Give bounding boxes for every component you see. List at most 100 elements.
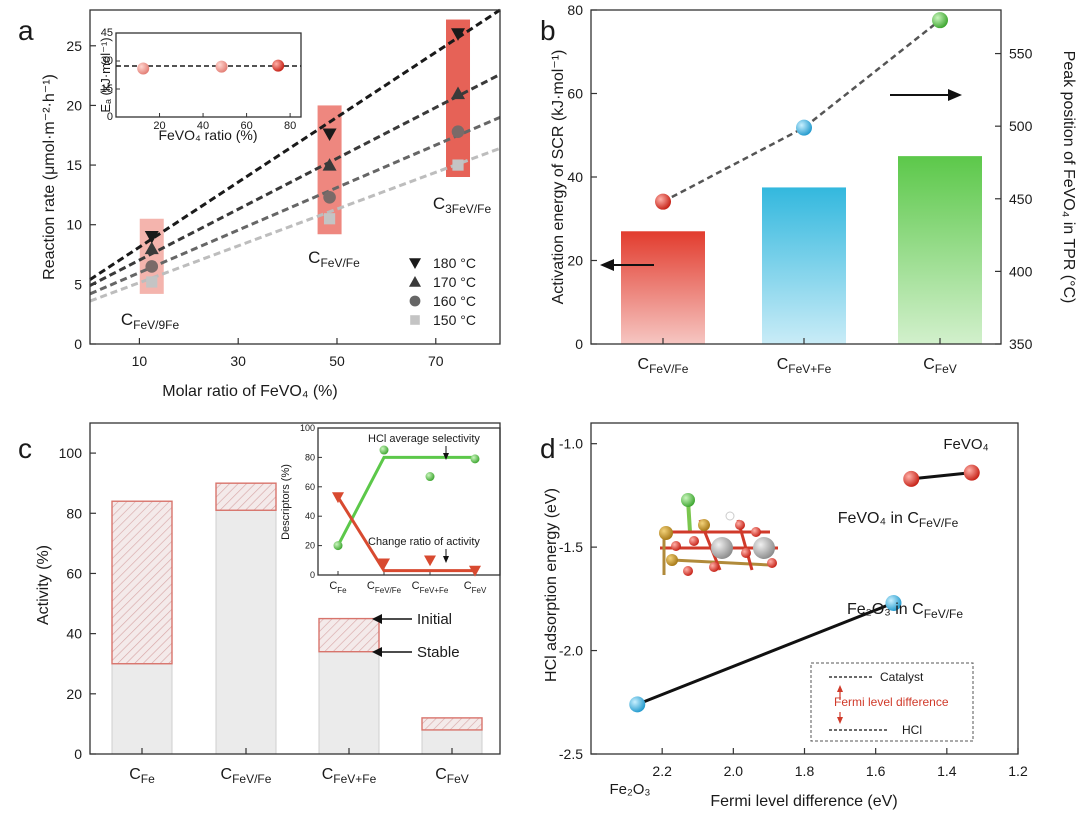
- panel-c-inset-selectivity-point: [425, 472, 435, 482]
- molecule-structure-image: [659, 493, 778, 576]
- panel-a-y-tick-label: 25: [66, 38, 82, 54]
- panel-a-legend-marker: [410, 315, 420, 325]
- panel-c-stable-bar: [318, 651, 380, 755]
- panel-a-inset: 0 15 30 45 20 40 60 80 FeVO₄ ratio (%) Eₐ (kJ·m…: [98, 27, 302, 143]
- panel-b-tpr-line: [662, 19, 941, 203]
- panel-d-x-tick-label: 1.2: [1008, 763, 1028, 779]
- panel-a-x-tick-label: 50: [329, 353, 345, 369]
- panel-a-data-point: [322, 128, 337, 142]
- panel-c-inset-change-label: Change ratio of activity: [368, 536, 480, 548]
- panel-d-label-fe2o3-in: Fe₂O₃ in CFeV/Fe: [847, 601, 963, 621]
- panel-b-y2-tick-label: 500: [1009, 118, 1033, 134]
- panel-d-fevo4-line: [911, 471, 972, 481]
- panel-b-y2-tick-label: 550: [1009, 46, 1033, 62]
- panel-a-inset-x-tick-label: 40: [197, 120, 209, 132]
- panel-a-inset-point: [272, 59, 285, 72]
- panel-b-bar: [621, 231, 705, 344]
- panel-a-x-tick-label: 70: [428, 353, 444, 369]
- panel-d-chart: -2.5 -2.0 -1.5 -1.0 2.2 2.0 1.8 1.6 1.4 1.2 Ferm…: [543, 422, 1028, 810]
- panel-d-fe2o3-line: [636, 601, 895, 706]
- panel-d-y-tick-label: -1.0: [559, 436, 583, 452]
- panel-d-data-point: [885, 594, 902, 611]
- panel-c-y-tick-label: 0: [74, 746, 82, 762]
- panel-c-stable-bar: [111, 663, 173, 755]
- panel-b-chart: 0 20 40 60 80 350 400 450 500 550 CFeV/Fe CFeV+Fe…: [550, 2, 1077, 376]
- panel-c-plot-frame: [89, 422, 501, 755]
- panel-d-y-tick-label: -2.0: [559, 643, 583, 659]
- panel-a-inset-y-tick-label: 45: [101, 27, 113, 39]
- panel-d-label-fevo4: FeVO₄: [943, 436, 988, 453]
- panel-a-inset-y-tick-label: 30: [101, 55, 113, 67]
- panel-c-inset-frame: [317, 427, 501, 576]
- panel-a-data-point: [452, 159, 464, 171]
- panel-c-stable-bar: [215, 509, 277, 755]
- panel-letter-b: b: [540, 15, 556, 46]
- panel-c-initial-bar: [215, 482, 277, 511]
- panel-a-y-tick-label: 20: [66, 97, 82, 113]
- panel-a-data-point: [144, 241, 159, 255]
- panel-a-y-tick-label: 15: [66, 157, 82, 173]
- panel-a-sample-label: CFeV/Fe: [308, 248, 360, 270]
- panel-c-initial-label: Initial: [417, 611, 452, 628]
- panel-a-legend-marker: [409, 258, 421, 269]
- panel-b-y-axis-label: Activation energy of SCR (kJ·mol⁻¹): [550, 50, 567, 305]
- panel-a-x-tick-label: 10: [132, 353, 148, 369]
- panel-a-sample-label: CFeV/9Fe: [121, 310, 180, 332]
- panel-b-y2-tick-label: 450: [1009, 191, 1033, 207]
- panel-b-y2-axis-label: Peak position of FeVO₄ in TPR (°C): [1060, 51, 1077, 304]
- panel-c-stable-annotation: Stable: [372, 644, 460, 661]
- panel-d-legend-hcl: HCl: [902, 723, 922, 737]
- panel-c-inset-x-tick-label: CFeV: [464, 580, 487, 595]
- panel-d-x-tick-label: 1.8: [795, 763, 815, 779]
- panel-a-legend-label: 170 °C: [433, 274, 476, 290]
- panel-a-data-point: [323, 190, 336, 204]
- panel-c-inset: 0 20 40 60 80 100 CFe CFeV/Fe CFeV+Fe CFeV Descri…: [280, 423, 501, 595]
- panel-d-label-fevo4-in: FeVO₄ in CFeV/Fe: [838, 510, 959, 530]
- panel-c-x-tick-label: CFeV/Fe: [221, 766, 272, 786]
- panel-a-legend-label: 180 °C: [433, 255, 476, 271]
- panel-c-y-tick-label: 100: [59, 445, 83, 461]
- panel-a-data-point: [322, 158, 337, 171]
- panel-d-legend: Catalyst Fermi level difference HCl: [810, 662, 974, 742]
- panel-b-arrow-right: [890, 89, 962, 101]
- panel-d-data-point: [903, 470, 920, 487]
- panel-a-legend-marker: [409, 276, 421, 287]
- panel-b-tpr-point: [796, 119, 812, 136]
- panel-c-y-tick-label: 60: [66, 565, 82, 581]
- panel-d-data-point: [629, 696, 646, 713]
- panel-c-inset-selectivity-line: [336, 455, 475, 547]
- panel-c-initial-bar: [111, 500, 173, 665]
- panel-a-inset-y-tick-label: 15: [101, 83, 113, 95]
- panel-b-bar: [762, 187, 846, 344]
- panel-c-y-tick-label: 20: [66, 686, 82, 702]
- panel-d-x-tick-label: 2.0: [724, 763, 744, 779]
- panel-c-inset-y-tick-label: 0: [310, 570, 315, 580]
- panel-b-tpr-point: [655, 193, 671, 210]
- panel-a-legend-label: 160 °C: [433, 293, 476, 309]
- panel-a-inset-x-tick-label: 20: [153, 120, 165, 132]
- panel-a-y-tick-label: 5: [74, 276, 82, 292]
- panel-a-inset-frame: [115, 32, 302, 118]
- panel-a-fit-line: [89, 8, 501, 281]
- panel-c-inset-x-tick-label: CFe: [329, 580, 347, 595]
- panel-b-y-tick-label: 60: [567, 86, 583, 102]
- panel-a-x-axis-label: Molar ratio of FeVO₄ (%): [162, 383, 337, 400]
- panel-b-y-tick-label: 0: [575, 336, 583, 352]
- panel-c-inset-change-point: [469, 565, 481, 577]
- panel-a-plot-frame: [89, 9, 501, 345]
- panel-b-tpr-point: [932, 12, 948, 29]
- panel-c-inset-y-tick-label: 100: [300, 423, 315, 433]
- panel-d-y-tick-label: -2.5: [559, 746, 583, 762]
- panel-a-data-point: [144, 231, 159, 244]
- panel-b-y-tick-label: 20: [567, 253, 583, 269]
- panel-a-inset-point: [137, 62, 150, 75]
- panel-c-x-tick-label: CFeV+Fe: [322, 766, 377, 786]
- panel-letter-d: d: [540, 433, 556, 464]
- panel-a-data-point: [323, 213, 336, 225]
- panel-b-y-tick-label: 80: [567, 2, 583, 18]
- panel-a-inset-x-tick-label: 60: [240, 120, 252, 132]
- panel-a-inset-y-label: Eₐ (kJ·mol⁻¹): [98, 37, 113, 112]
- panel-a-inset-y-tick-label: 0: [107, 111, 113, 123]
- panel-c-initial-annotation: Initial: [372, 611, 452, 628]
- panel-a-data-point: [145, 260, 159, 273]
